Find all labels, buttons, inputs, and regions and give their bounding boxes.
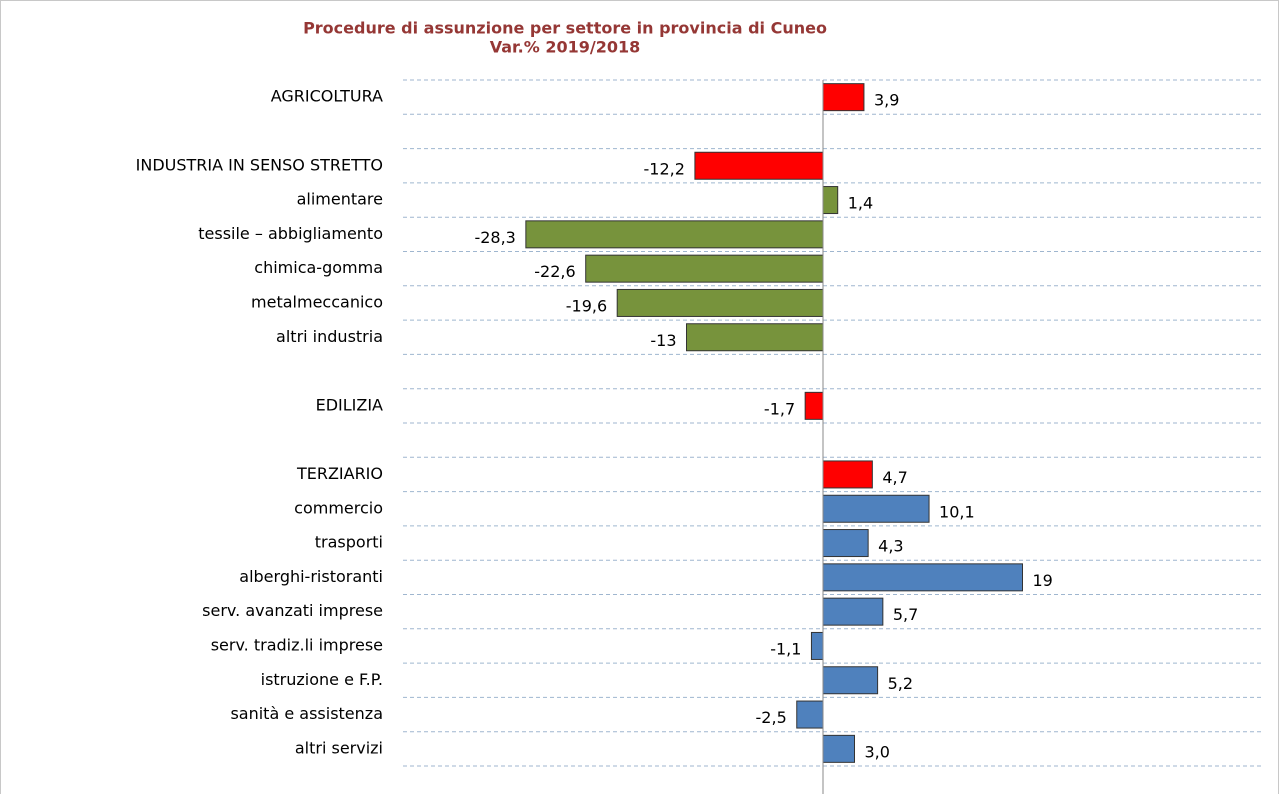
value-label: 4,7 xyxy=(882,468,907,487)
value-label: -1,1 xyxy=(770,639,801,658)
value-label: 3,0 xyxy=(865,742,890,761)
y-tick-label: trasporti xyxy=(315,533,383,552)
y-tick-label: EDILIZIA xyxy=(316,395,383,414)
y-tick-label: altri industria xyxy=(276,327,383,346)
y-tick-label: commercio xyxy=(294,498,383,517)
y-tick-label: tessile – abbigliamento xyxy=(198,224,383,243)
bar xyxy=(694,151,824,180)
y-tick-label: istruzione e F.P. xyxy=(261,670,383,689)
bar xyxy=(822,83,865,112)
bar xyxy=(686,323,824,352)
bar xyxy=(822,563,1023,592)
bar xyxy=(822,666,879,695)
value-label: 1,4 xyxy=(848,194,873,213)
bar xyxy=(525,220,824,249)
y-tick-label: chimica-gomma xyxy=(254,258,383,277)
chart-subtitle: Var.% 2019/2018 xyxy=(490,38,641,57)
value-label: 3,9 xyxy=(874,91,899,110)
bar xyxy=(822,529,869,558)
bar xyxy=(585,254,824,283)
value-label: 10,1 xyxy=(939,502,975,521)
bar xyxy=(810,631,824,660)
y-tick-label: metalmeccanico xyxy=(251,292,383,311)
y-tick-label: altri servizi xyxy=(295,738,383,757)
y-tick-label: AGRICOLTURA xyxy=(271,87,383,106)
value-label: -2,5 xyxy=(756,708,787,727)
value-label: -1,7 xyxy=(764,399,795,418)
y-tick-label: INDUSTRIA IN SENSO STRETTO xyxy=(136,155,383,174)
bar xyxy=(804,391,824,420)
value-label: 4,3 xyxy=(878,537,903,556)
y-tick-label: serv. avanzati imprese xyxy=(202,601,383,620)
y-tick-label: serv. tradiz.li imprese xyxy=(211,635,383,654)
value-label: -13 xyxy=(650,331,676,350)
value-label: -22,6 xyxy=(534,262,575,281)
y-tick-label: TERZIARIO xyxy=(296,464,383,483)
bar xyxy=(616,288,824,317)
bar xyxy=(822,597,884,626)
bar xyxy=(796,700,824,729)
y-tick-label: sanità e assistenza xyxy=(230,704,383,723)
bar xyxy=(822,494,930,523)
value-label: 19 xyxy=(1033,571,1053,590)
y-tick-label: alimentare xyxy=(297,190,383,209)
value-label: -28,3 xyxy=(474,228,515,247)
value-label: -12,2 xyxy=(643,159,684,178)
bar xyxy=(822,734,855,763)
value-label: -19,6 xyxy=(566,296,607,315)
bar xyxy=(822,460,873,489)
value-label: 5,2 xyxy=(888,674,913,693)
chart-title: Procedure di assunzione per settore in p… xyxy=(303,19,827,38)
value-label: 5,7 xyxy=(893,605,918,624)
y-tick-label: alberghi-ristoranti xyxy=(239,567,383,586)
bar xyxy=(822,186,839,215)
